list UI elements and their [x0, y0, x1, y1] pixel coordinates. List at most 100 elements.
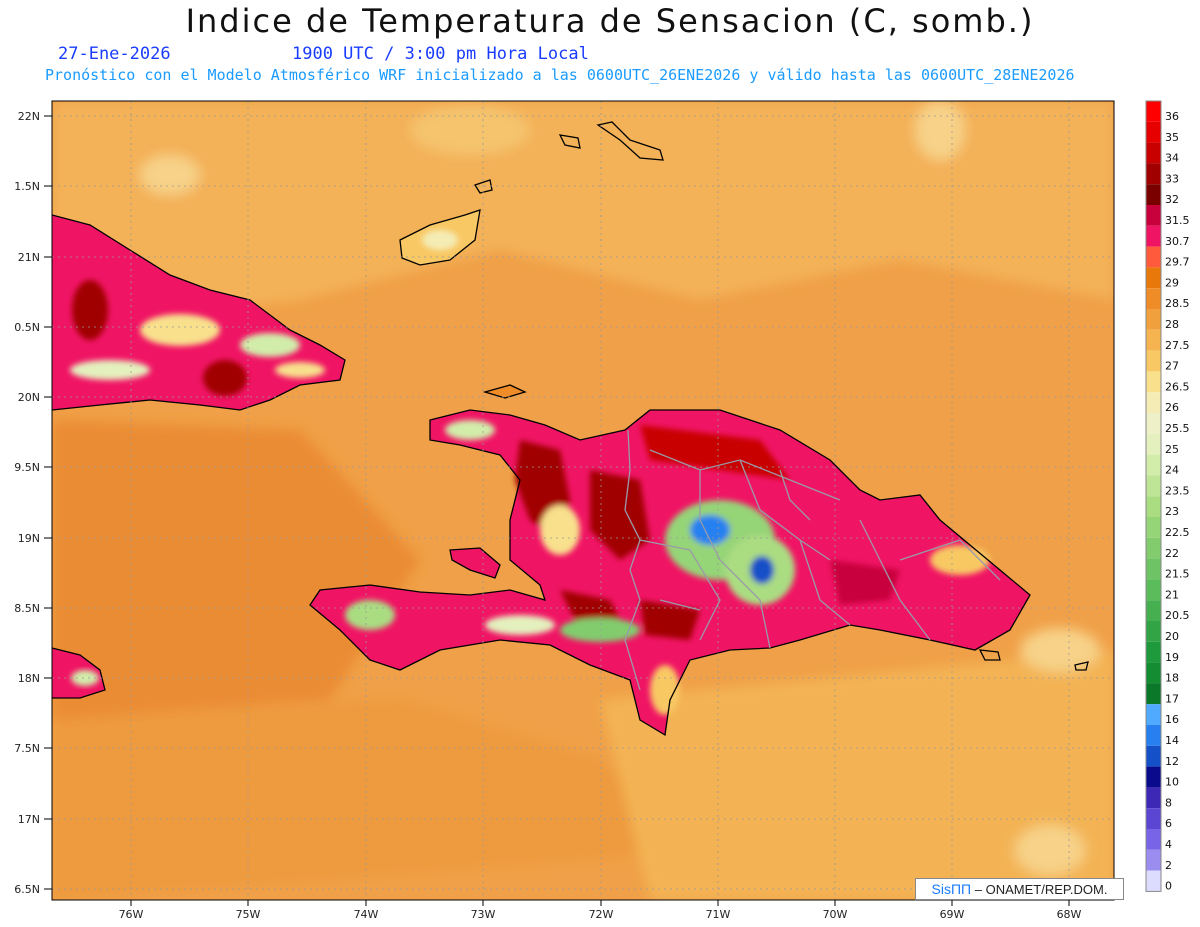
credit-box: SisПП – ONAMET/REP.DOM. — [915, 878, 1124, 900]
lat-label: 9.5N — [14, 461, 40, 474]
lon-label: 70W — [823, 908, 848, 921]
legend-swatch — [1146, 413, 1161, 434]
legend-label: 23.5 — [1165, 484, 1190, 497]
legend-label: 32 — [1165, 193, 1179, 206]
lon-label: 76W — [119, 908, 144, 921]
lat-label: 20N — [18, 391, 40, 404]
ocean-pale-spot — [140, 155, 200, 195]
legend-swatch — [1146, 766, 1161, 788]
legend-label: 24 — [1165, 464, 1179, 477]
lat-label: 0.5N — [14, 321, 40, 334]
gonave-island — [450, 548, 500, 578]
legend-swatch — [1146, 725, 1161, 746]
legend-label: 27 — [1165, 360, 1179, 373]
legend-frame — [1145, 100, 1162, 892]
lon-label: 71W — [706, 908, 731, 921]
legend-label: 25 — [1165, 443, 1179, 456]
legend-label: 26.5 — [1165, 380, 1190, 393]
legend-swatch — [1146, 787, 1161, 809]
legend-swatch — [1146, 704, 1161, 725]
ocean-pale-spot — [410, 105, 530, 155]
legend-swatch — [1146, 246, 1161, 268]
legend-swatch — [1146, 558, 1161, 580]
legend-label: 29.7 — [1165, 256, 1190, 269]
lon-label: 68W — [1057, 908, 1082, 921]
legend-label: 19 — [1165, 651, 1179, 664]
legend-swatch — [1146, 579, 1161, 601]
lon-label: 75W — [236, 908, 261, 921]
legend-label: 2 — [1165, 859, 1172, 872]
legend-label: 18 — [1165, 672, 1179, 685]
legend-swatch — [1146, 662, 1161, 684]
legend-label: 29 — [1165, 276, 1179, 289]
legend-label: 30.7 — [1165, 235, 1190, 248]
cuba-landmass — [52, 215, 345, 410]
legend-label: 20 — [1165, 630, 1179, 643]
legend-label: 36 — [1165, 110, 1179, 123]
legend-label: 20.5 — [1165, 609, 1190, 622]
legend-swatch — [1146, 600, 1161, 621]
ocean-cool-band — [52, 101, 1114, 330]
legend-swatch — [1146, 371, 1161, 393]
lat-label: 22N — [18, 110, 40, 123]
lat-label: 8.5N — [14, 602, 40, 615]
legend-swatch — [1146, 350, 1161, 372]
legend-swatch — [1146, 683, 1161, 705]
coastlines — [52, 121, 1089, 737]
lon-label: 74W — [354, 908, 379, 921]
ocean-pale-spot — [1015, 825, 1085, 875]
legend-label: 10 — [1165, 776, 1179, 789]
legend-swatch — [1146, 184, 1161, 205]
legend-swatch — [1146, 454, 1161, 476]
plot-frame — [51, 100, 1115, 901]
legend-swatch — [1146, 142, 1161, 164]
legend-swatch — [1146, 101, 1161, 122]
legend-label: 33 — [1165, 172, 1179, 185]
legend-label: 12 — [1165, 755, 1179, 768]
legend-label: 26 — [1165, 401, 1179, 414]
lat-label: 17N — [18, 813, 40, 826]
legend-swatch — [1146, 205, 1161, 226]
legend-label: 25.5 — [1165, 422, 1190, 435]
legend-label: 21.5 — [1165, 568, 1190, 581]
legend-label: 17 — [1165, 692, 1179, 705]
ocean-warm-band — [52, 420, 420, 720]
ocean-pale-south — [600, 650, 1114, 900]
legend-swatch — [1146, 288, 1161, 309]
legend-swatch — [1146, 163, 1161, 185]
forecast-date: 27-Ene-2026 — [58, 44, 171, 64]
legend-swatch — [1146, 537, 1161, 559]
legend-label: 27.5 — [1165, 339, 1190, 352]
lon-label: 69W — [940, 908, 965, 921]
lon-label: 73W — [471, 908, 496, 921]
legend-swatch — [1146, 870, 1161, 892]
grid-lines — [52, 101, 1114, 900]
legend-label: 22.5 — [1165, 526, 1190, 539]
legend-label: 21 — [1165, 588, 1179, 601]
legend-label: 31.5 — [1165, 214, 1190, 227]
legend-swatch — [1146, 621, 1161, 642]
legend-label: 22 — [1165, 547, 1179, 560]
lat-label: 1.5N — [14, 180, 40, 193]
legend-swatch — [1146, 496, 1161, 517]
legend-swatch — [1146, 392, 1161, 413]
lat-label: 19N — [18, 532, 40, 545]
legend-label: 35 — [1165, 131, 1179, 144]
legend-swatch — [1146, 829, 1161, 850]
model-info: Pronóstico con el Modelo Atmosférico WRF… — [45, 66, 1075, 84]
forecast-time: 1900 UTC / 3:00 pm Hora Local — [292, 44, 589, 64]
jamaica-landmass — [52, 648, 105, 698]
legend-swatch — [1146, 433, 1161, 455]
lat-label: 21N — [18, 251, 40, 264]
province-borders — [624, 429, 1001, 691]
sistema-brand: SisПП — [931, 881, 972, 897]
legend-label: 14 — [1165, 734, 1179, 747]
lat-label: 18N — [18, 672, 40, 685]
legend-swatch — [1146, 475, 1161, 497]
legend-swatch — [1146, 808, 1161, 829]
legend-label: 28 — [1165, 318, 1179, 331]
ocean-pale-spot — [1020, 628, 1100, 672]
hispaniola-landmass — [310, 410, 1030, 735]
